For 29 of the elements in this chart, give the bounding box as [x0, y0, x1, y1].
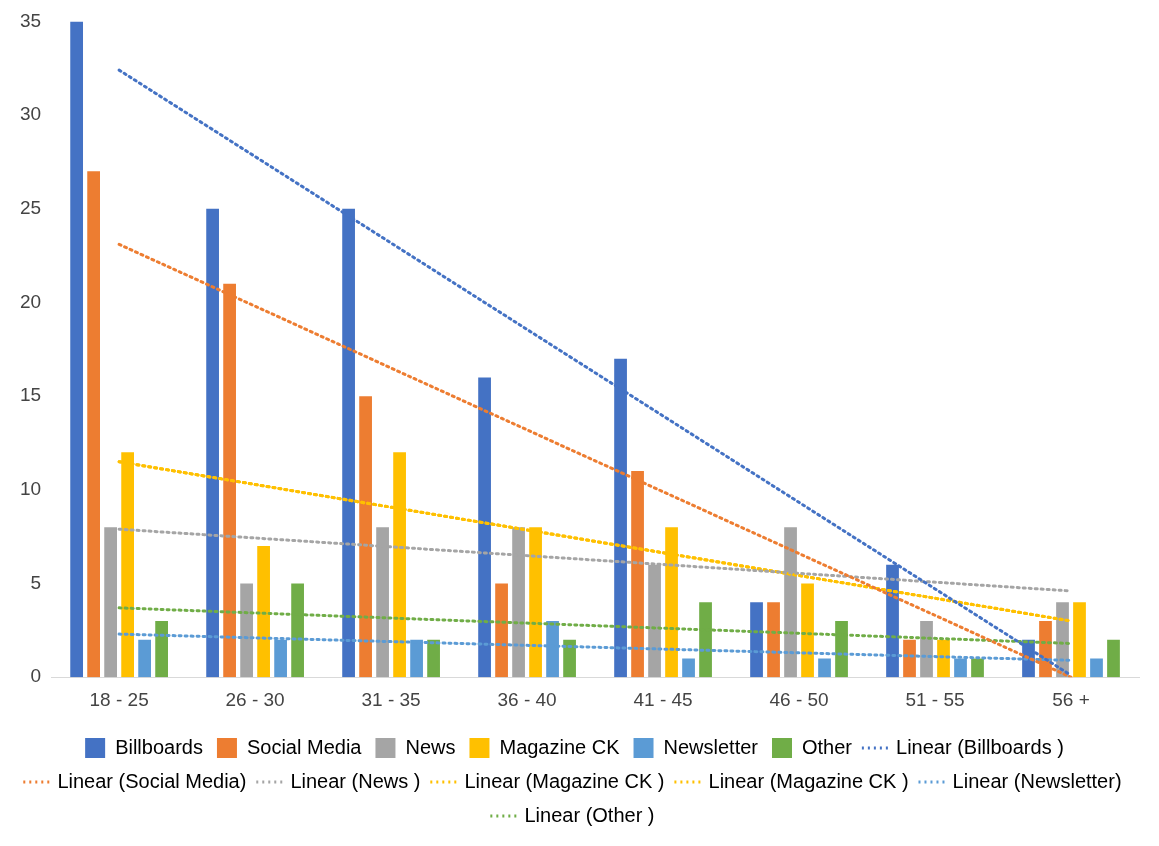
x-tick-label: 31 - 35: [361, 688, 421, 710]
legend-label: Linear (Other ): [524, 803, 655, 826]
legend-label: Linear (Magazine CK ): [464, 769, 665, 792]
y-tick-label: 20: [19, 290, 42, 312]
y-tick-label: 35: [19, 9, 42, 31]
y-tick-label: 25: [19, 197, 42, 219]
legend-label: Linear (Social Media): [57, 769, 247, 792]
y-tick-label: 30: [19, 103, 42, 125]
y-tick-label: 5: [30, 571, 42, 593]
y-tick-label: 10: [19, 478, 42, 500]
x-tick-label: 56 +: [1052, 688, 1090, 710]
legend-label: Linear (Billboards ): [896, 735, 1064, 758]
legend-label: Billboards: [115, 735, 203, 758]
legend-label: Linear (News ): [290, 769, 421, 792]
legend-label: News: [405, 735, 456, 758]
legend-label: Other: [802, 735, 853, 758]
y-tick-label: 15: [19, 384, 42, 406]
legend-label: Linear (Magazine CK ): [708, 769, 909, 792]
legend-label: Newsletter: [663, 735, 759, 758]
x-tick-label: 18 - 25: [89, 688, 149, 710]
legend-label: Linear (Newsletter): [952, 769, 1122, 792]
legend-label: Social Media: [246, 735, 363, 758]
x-tick-label: 51 - 55: [905, 688, 965, 710]
y-tick-label: 0: [30, 665, 42, 687]
x-tick-label: 46 - 50: [769, 688, 829, 710]
legend-label: Magazine CK: [499, 735, 621, 758]
x-tick-label: 26 - 30: [225, 688, 285, 710]
x-tick-label: 36 - 40: [497, 688, 557, 710]
x-tick-label: 41 - 45: [633, 688, 693, 710]
